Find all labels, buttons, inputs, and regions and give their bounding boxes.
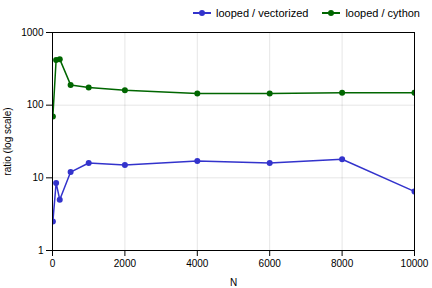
svg-text:100: 100: [27, 99, 44, 110]
svg-text:1: 1: [38, 245, 44, 256]
svg-text:0: 0: [50, 258, 56, 269]
svg-text:6000: 6000: [259, 258, 282, 269]
svg-text:1000: 1000: [21, 27, 44, 38]
svg-text:8000: 8000: [331, 258, 354, 269]
svg-text:10000: 10000: [401, 258, 429, 269]
html-text:looped / vectorized: looped / vectorized: [216, 7, 309, 19]
svg-text:ratio (log scale): ratio (log scale): [2, 107, 13, 175]
svg-text:2000: 2000: [114, 258, 137, 269]
svg-text:10: 10: [32, 172, 44, 183]
html-text:looped / cython: looped / cython: [345, 7, 420, 19]
svg-text:N: N: [230, 277, 237, 288]
svg-text:4000: 4000: [186, 258, 209, 269]
